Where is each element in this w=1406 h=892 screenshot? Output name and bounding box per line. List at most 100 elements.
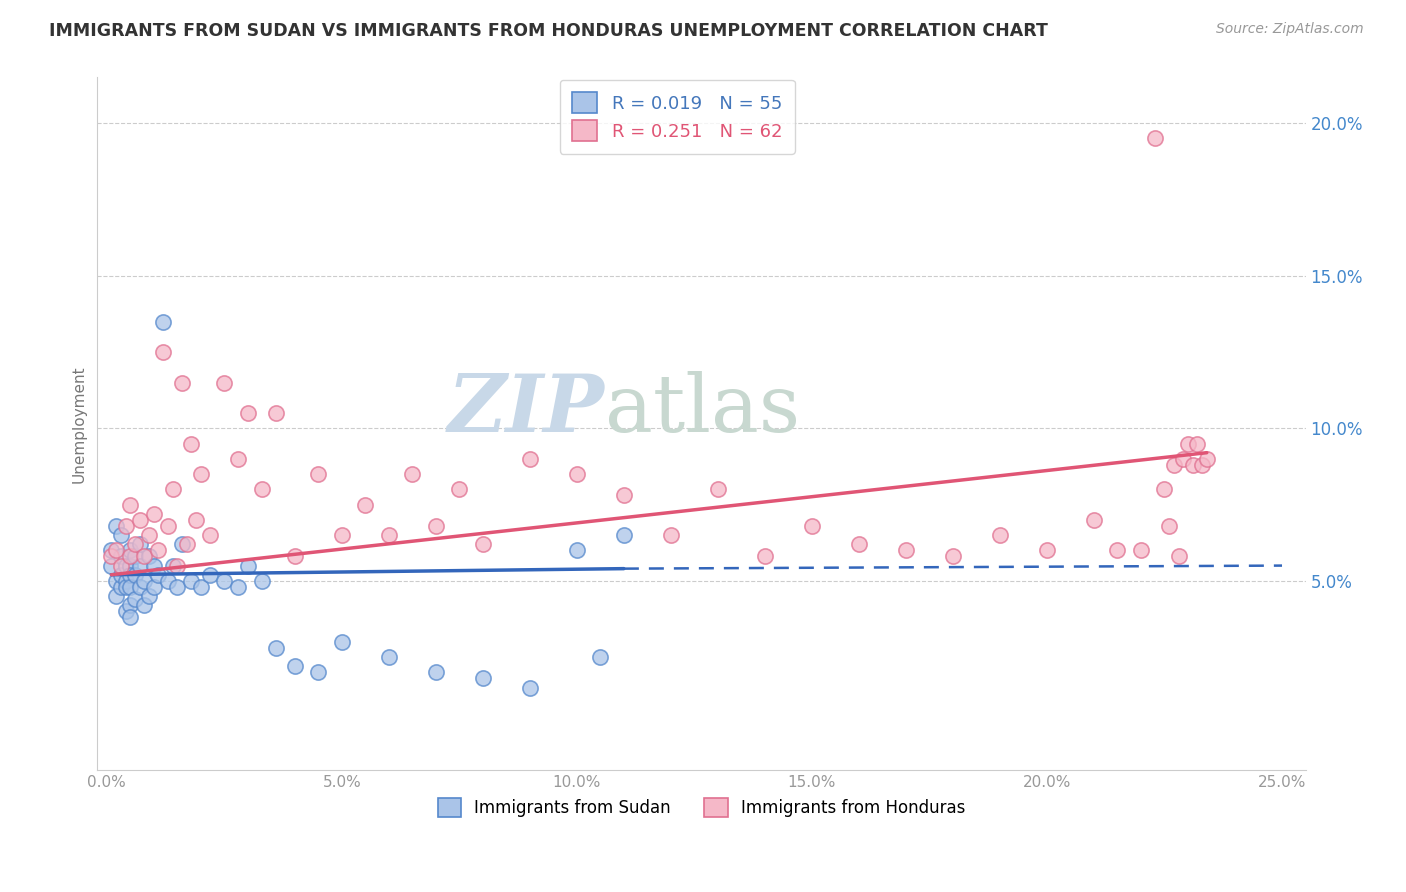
Point <box>134 549 156 564</box>
Point <box>138 549 160 564</box>
Point <box>613 528 636 542</box>
Point <box>1181 458 1204 472</box>
Point <box>565 467 588 481</box>
Point <box>180 574 202 588</box>
Point <box>228 451 250 466</box>
Point <box>180 436 202 450</box>
Point <box>120 599 142 613</box>
Point <box>659 528 682 542</box>
Point <box>214 574 236 588</box>
Point <box>1195 451 1218 466</box>
Point <box>105 589 128 603</box>
Point <box>1163 458 1185 472</box>
Point <box>198 528 221 542</box>
Point <box>1173 451 1195 466</box>
Point <box>565 543 588 558</box>
Point <box>589 650 612 665</box>
Point <box>128 580 150 594</box>
Point <box>988 528 1011 542</box>
Point <box>120 610 142 624</box>
Point <box>100 558 122 573</box>
Point <box>100 549 122 564</box>
Text: Source: ZipAtlas.com: Source: ZipAtlas.com <box>1216 22 1364 37</box>
Text: ZIP: ZIP <box>449 371 605 449</box>
Point <box>100 543 122 558</box>
Point <box>176 537 198 551</box>
Point <box>184 513 207 527</box>
Point <box>142 507 165 521</box>
Point <box>1191 458 1213 472</box>
Point <box>148 567 170 582</box>
Point <box>236 406 259 420</box>
Point <box>105 543 128 558</box>
Point <box>156 519 179 533</box>
Point <box>152 314 174 328</box>
Point <box>114 574 136 588</box>
Point <box>1130 543 1153 558</box>
Y-axis label: Unemployment: Unemployment <box>72 365 86 483</box>
Point <box>1083 513 1105 527</box>
Point <box>307 665 329 680</box>
Point <box>152 345 174 359</box>
Point <box>124 549 146 564</box>
Point <box>307 467 329 481</box>
Point <box>114 558 136 573</box>
Point <box>754 549 776 564</box>
Point <box>378 528 401 542</box>
Point <box>120 567 142 582</box>
Point <box>378 650 401 665</box>
Point <box>471 537 494 551</box>
Text: IMMIGRANTS FROM SUDAN VS IMMIGRANTS FROM HONDURAS UNEMPLOYMENT CORRELATION CHART: IMMIGRANTS FROM SUDAN VS IMMIGRANTS FROM… <box>49 22 1047 40</box>
Point <box>110 580 132 594</box>
Point <box>120 498 142 512</box>
Point <box>114 580 136 594</box>
Point <box>142 558 165 573</box>
Point <box>236 558 259 573</box>
Point <box>1107 543 1129 558</box>
Point <box>1036 543 1059 558</box>
Point <box>138 589 160 603</box>
Point <box>166 580 188 594</box>
Point <box>250 574 273 588</box>
Point <box>128 537 150 551</box>
Point <box>848 537 870 551</box>
Point <box>471 672 494 686</box>
Point <box>330 528 353 542</box>
Point <box>1159 519 1181 533</box>
Point <box>128 513 150 527</box>
Point <box>120 580 142 594</box>
Point <box>519 681 541 695</box>
Point <box>170 376 193 390</box>
Point <box>156 574 179 588</box>
Point <box>128 558 150 573</box>
Point <box>166 558 188 573</box>
Point <box>264 640 287 655</box>
Point <box>250 483 273 497</box>
Point <box>1167 549 1189 564</box>
Point <box>120 549 142 564</box>
Point <box>105 574 128 588</box>
Point <box>190 580 212 594</box>
Point <box>1177 436 1199 450</box>
Point <box>148 543 170 558</box>
Point <box>124 537 146 551</box>
Point <box>425 665 447 680</box>
Point <box>110 567 132 582</box>
Point <box>162 483 184 497</box>
Point <box>124 592 146 607</box>
Point <box>120 543 142 558</box>
Point <box>198 567 221 582</box>
Point <box>800 519 823 533</box>
Point <box>942 549 965 564</box>
Point <box>190 467 212 481</box>
Point <box>214 376 236 390</box>
Point <box>264 406 287 420</box>
Legend: Immigrants from Sudan, Immigrants from Honduras: Immigrants from Sudan, Immigrants from H… <box>430 791 972 824</box>
Point <box>284 659 307 673</box>
Point <box>284 549 307 564</box>
Point <box>110 549 132 564</box>
Point <box>1187 436 1209 450</box>
Point <box>707 483 730 497</box>
Point <box>894 543 917 558</box>
Point <box>330 635 353 649</box>
